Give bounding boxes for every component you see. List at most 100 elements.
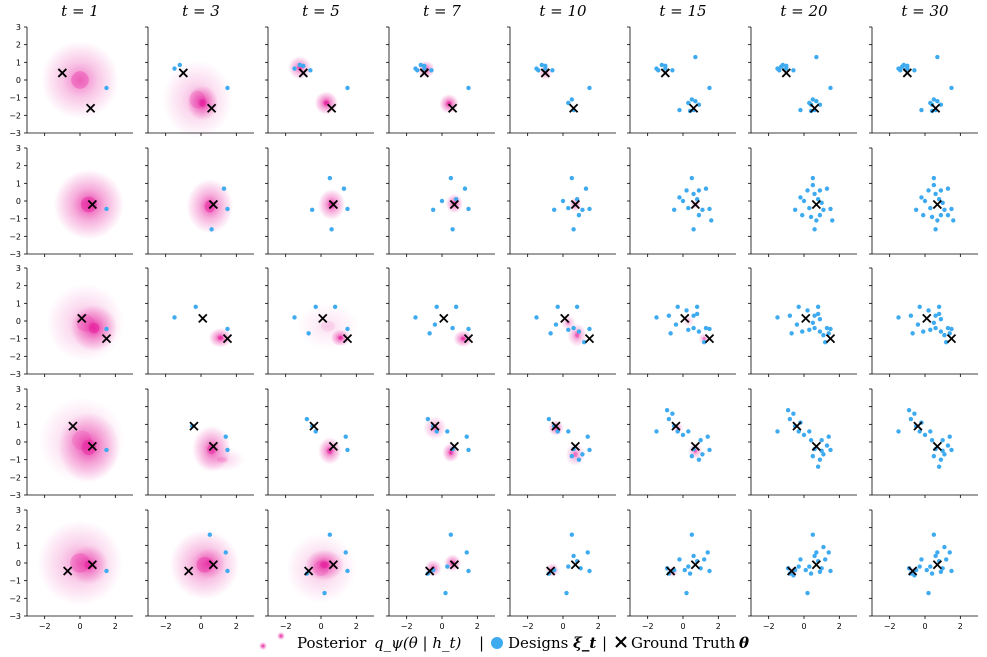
design-point xyxy=(789,331,794,336)
ground-truth-marker xyxy=(178,68,188,78)
design-point xyxy=(659,62,664,68)
panel-row5-t5: −2 0 2 xyxy=(265,509,374,631)
column-title-t10: t = 10 xyxy=(539,2,587,20)
ground-truth-marker xyxy=(570,441,581,452)
design-point xyxy=(443,590,448,596)
design-point xyxy=(705,550,710,555)
panel-row5-t10: −2 0 2 xyxy=(507,509,616,631)
design-point xyxy=(917,304,922,310)
column-title-t5: t = 5 xyxy=(302,2,340,20)
design-point xyxy=(703,186,709,191)
design-point xyxy=(571,325,576,331)
design-point xyxy=(936,311,942,317)
posterior-mode xyxy=(80,196,97,213)
ground-truth-marker xyxy=(206,103,217,113)
design-point xyxy=(422,66,427,71)
panel-row5-t3: −2 0 2 xyxy=(145,509,254,631)
design-point xyxy=(807,327,812,333)
panel-row5-t30: −2 0 2 xyxy=(869,509,978,631)
ground-truth-marker xyxy=(183,566,194,576)
design-point xyxy=(292,66,297,71)
design-point xyxy=(682,567,687,573)
design-point xyxy=(466,447,471,453)
design-point xyxy=(945,325,951,331)
x-tick-label: 2 xyxy=(958,622,963,631)
design-point xyxy=(935,54,940,60)
design-point xyxy=(585,550,590,555)
design-point xyxy=(193,304,198,310)
design-point xyxy=(686,429,691,434)
ground-truth-marker xyxy=(463,334,474,344)
design-point xyxy=(929,571,935,576)
design-point xyxy=(313,429,318,434)
design-point xyxy=(922,432,928,438)
design-point xyxy=(664,408,670,413)
column-title-t1: t = 1 xyxy=(61,2,99,20)
ground-truth-marker xyxy=(811,560,822,570)
design-point xyxy=(945,443,951,448)
design-point xyxy=(828,447,833,453)
design-point xyxy=(329,227,334,232)
legend-ground-truth-symbol: θ xyxy=(739,634,749,652)
design-point xyxy=(705,434,710,439)
design-point xyxy=(671,207,677,213)
design-point xyxy=(680,432,686,438)
ground-truth-marker xyxy=(545,566,556,576)
posterior-density xyxy=(288,55,312,80)
x-tick-label: 2 xyxy=(475,622,480,631)
y-tick-label: 0 xyxy=(16,317,21,326)
legend: Posterior q_ψ(θ | h_t) | Designs ξ_t | G… xyxy=(259,632,749,652)
design-point xyxy=(817,212,823,218)
design-point xyxy=(808,438,814,443)
ground-truth-marker xyxy=(208,441,219,452)
design-point xyxy=(345,206,350,212)
design-point xyxy=(450,325,455,331)
design-point xyxy=(906,408,912,413)
design-point xyxy=(947,434,952,439)
design-point xyxy=(654,429,659,434)
ground-truth-marker xyxy=(902,68,912,78)
ground-truth-marker xyxy=(424,566,435,576)
design-point xyxy=(807,564,812,569)
design-point xyxy=(917,429,922,434)
design-point xyxy=(947,550,952,555)
design-point xyxy=(938,569,944,575)
design-point xyxy=(940,200,945,205)
panel-row4-t20 xyxy=(748,388,857,498)
design-point xyxy=(933,553,938,559)
design-point xyxy=(439,198,445,204)
panel-row3-t20 xyxy=(748,267,857,377)
design-point xyxy=(654,315,659,320)
ground-truth-marker xyxy=(825,334,836,344)
design-point xyxy=(800,212,805,218)
y-tick-label: 2 xyxy=(16,403,21,412)
ground-truth-marker xyxy=(660,68,670,78)
ground-truth-marker xyxy=(570,199,581,210)
design-point xyxy=(689,532,695,537)
ground-truth-marker xyxy=(560,313,570,323)
y-tick-label: −1 xyxy=(9,335,21,344)
ground-truth-marker xyxy=(449,199,460,210)
design-point xyxy=(696,212,702,218)
ground-truth-marker xyxy=(222,334,233,344)
y-tick-label: −1 xyxy=(9,94,21,103)
ground-truth-marker xyxy=(688,103,699,113)
posterior-mode xyxy=(574,332,580,338)
design-point xyxy=(666,313,672,318)
design-point xyxy=(796,564,801,569)
design-point xyxy=(574,197,580,202)
ground-truth-marker xyxy=(801,313,811,323)
design-point xyxy=(668,331,673,336)
x-tick-label: −2 xyxy=(160,622,172,631)
design-point xyxy=(429,68,434,73)
design-point xyxy=(931,453,937,459)
ground-truth-marker xyxy=(309,421,319,431)
design-point xyxy=(576,329,582,334)
design-point xyxy=(434,304,439,310)
design-point xyxy=(817,102,823,107)
panel-row4-t3 xyxy=(145,388,254,498)
design-point xyxy=(466,568,471,574)
posterior-density xyxy=(39,397,125,483)
design-point xyxy=(928,205,933,211)
